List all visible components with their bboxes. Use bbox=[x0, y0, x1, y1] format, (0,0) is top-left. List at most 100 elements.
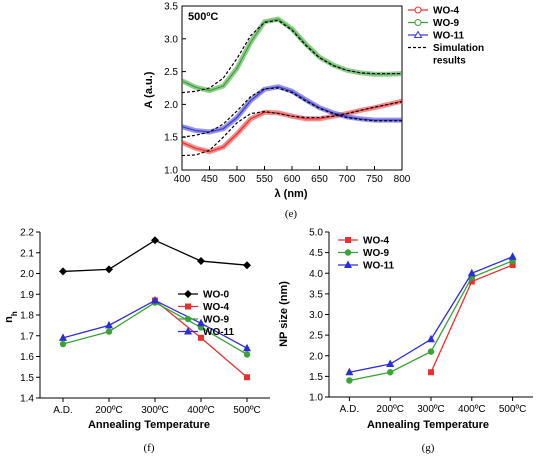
e-legend-label: results bbox=[433, 56, 466, 67]
e-x-axis-label: λ (nm) bbox=[275, 188, 308, 200]
e-x-tick-label: 800 bbox=[394, 174, 411, 185]
f-series-line bbox=[62, 239, 248, 273]
g-data-point bbox=[508, 252, 517, 260]
f-y-tick-label: 2.1 bbox=[20, 248, 34, 259]
g-data-point bbox=[387, 369, 394, 376]
f-data-point bbox=[243, 343, 251, 352]
f-data-point bbox=[151, 295, 159, 304]
e-y-tick-label: 3.5 bbox=[164, 2, 178, 13]
panel-e: A (a.u.) λ (nm) 500ºC (e) 400 450 500 550 60… bbox=[143, 2, 484, 221]
f-y-axis-label: nh bbox=[3, 311, 19, 323]
e-legend-label: WO-11 bbox=[433, 31, 465, 42]
g-series-line bbox=[349, 256, 513, 373]
f-legend-marker bbox=[185, 303, 191, 310]
e-y-tick-label: 2.5 bbox=[164, 67, 178, 78]
f-legend-label: WO-11 bbox=[203, 327, 235, 338]
e-x-tick-label: 550 bbox=[256, 174, 273, 185]
g-data-point bbox=[509, 262, 516, 268]
g-data-point bbox=[427, 334, 435, 343]
g-x-tick-label: 200ºC bbox=[376, 404, 404, 415]
f-data-point bbox=[105, 328, 113, 335]
g-y-tick-label: 2.0 bbox=[309, 351, 323, 362]
e-x-tick-label: 450 bbox=[201, 174, 218, 185]
panel-g: NP size (nm) Annealing Temperature (g) 1… bbox=[278, 228, 533, 454]
f-data-point bbox=[105, 320, 113, 329]
g-x-tick-label: 400ºC bbox=[458, 404, 486, 415]
f-data-point bbox=[198, 334, 204, 341]
g-y-tick-label: 3.0 bbox=[309, 310, 323, 321]
f-y-tick-label: 2.2 bbox=[20, 228, 34, 239]
g-data-point bbox=[427, 348, 435, 355]
e-caption: (e) bbox=[285, 208, 298, 220]
g-data-point bbox=[467, 268, 476, 277]
f-x-tick-label: 400ºC bbox=[187, 405, 215, 416]
f-y-tick-label: 1.4 bbox=[20, 394, 34, 405]
f-data-point bbox=[151, 236, 159, 245]
g-y-tick-label: 1.0 bbox=[309, 393, 323, 404]
e-legend-label: WO-9 bbox=[433, 18, 460, 29]
f-y-tick-label: 1.8 bbox=[20, 311, 34, 322]
e-simulation-line bbox=[181, 87, 402, 138]
g-y-tick-label: 1.5 bbox=[309, 372, 323, 383]
f-legend-marker bbox=[184, 327, 192, 335]
f-data-point bbox=[197, 257, 205, 266]
g-data-point bbox=[345, 367, 354, 376]
f-data-point bbox=[59, 333, 67, 341]
g-legend-marker bbox=[345, 237, 351, 243]
g-legend-marker bbox=[344, 260, 352, 268]
f-legend-marker bbox=[184, 290, 192, 298]
g-y-axis-label: NP size (nm) bbox=[278, 281, 290, 347]
f-y-tick-label: 2.0 bbox=[20, 269, 34, 280]
e-series-line bbox=[181, 18, 403, 92]
f-data-point bbox=[243, 351, 251, 358]
g-data-point bbox=[428, 369, 434, 376]
e-legend-label: WO-4 bbox=[433, 6, 460, 17]
g-y-tick-label: 3.5 bbox=[309, 289, 323, 300]
e-x-tick-label: 650 bbox=[311, 174, 328, 185]
f-y-tick-label: 1.9 bbox=[20, 290, 34, 301]
f-legend-label: WO-9 bbox=[203, 315, 230, 326]
f-x-tick-label: 500ºC bbox=[233, 405, 261, 416]
g-x-tick-label: A.D. bbox=[340, 404, 359, 415]
f-y-tick-label: 1.7 bbox=[20, 331, 34, 342]
e-y-axis-label: A (a.u.) bbox=[143, 71, 155, 108]
e-simulation-line bbox=[181, 19, 402, 94]
g-legend-label: WO-11 bbox=[363, 261, 395, 272]
f-x-tick-label: A.D. bbox=[53, 405, 72, 416]
e-series-line bbox=[181, 100, 403, 153]
g-series-line bbox=[349, 260, 513, 382]
panel-f: nh Annealing Temperature (f) 1.4 1.5 1.6 1.… bbox=[3, 228, 270, 454]
g-data-point bbox=[468, 278, 475, 285]
g-caption: (g) bbox=[422, 442, 435, 454]
e-series-line bbox=[181, 86, 402, 133]
e-legend-label: Simulation bbox=[433, 43, 484, 54]
e-annotation: 500ºC bbox=[188, 11, 218, 23]
e-y-tick-label: 1.0 bbox=[164, 166, 178, 177]
g-legend-label: WO-9 bbox=[363, 248, 390, 259]
f-y-tick-label: 1.5 bbox=[20, 373, 34, 384]
f-x-tick-label: 200ºC bbox=[95, 405, 123, 416]
g-y-tick-label: 4.5 bbox=[309, 248, 323, 259]
f-legend-label: WO-0 bbox=[203, 290, 230, 301]
f-data-point bbox=[59, 267, 67, 276]
f-data-point bbox=[244, 374, 250, 381]
f-x-axis-label: Annealing Temperature bbox=[88, 419, 210, 431]
e-legend-marker bbox=[414, 19, 422, 26]
e-y-tick-label: 3.0 bbox=[164, 34, 178, 45]
e-simulation-line bbox=[181, 101, 403, 157]
f-x-tick-label: 300ºC bbox=[141, 405, 169, 416]
e-legend-marker bbox=[414, 6, 422, 14]
f-y-tick-label: 1.6 bbox=[20, 352, 34, 363]
f-caption: (f) bbox=[144, 442, 155, 454]
g-data-point bbox=[386, 359, 395, 367]
e-y-tick-label: 2.0 bbox=[164, 100, 178, 111]
g-data-point bbox=[346, 377, 353, 384]
e-legend-marker bbox=[413, 30, 423, 38]
g-y-tick-label: 4.0 bbox=[309, 269, 323, 280]
f-data-point bbox=[105, 265, 113, 274]
g-legend-marker bbox=[344, 249, 352, 256]
e-x-tick-label: 500 bbox=[229, 174, 246, 185]
g-y-tick-label: 2.5 bbox=[309, 331, 323, 342]
g-y-tick-label: 5.0 bbox=[309, 228, 323, 239]
